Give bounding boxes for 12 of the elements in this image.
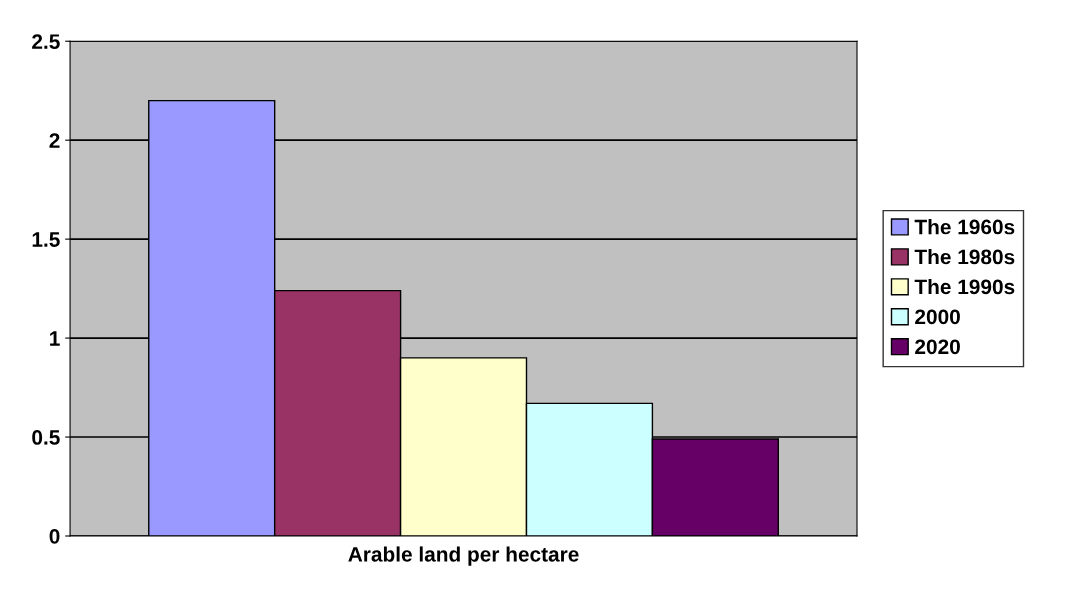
y-tick-label: 2 (49, 133, 60, 148)
legend-label: 2000 (915, 309, 960, 325)
legend-label: The 1990s (914, 278, 1015, 295)
x-axis-title: Arable land per hectare (348, 546, 579, 566)
y-tick-label: 1 (50, 331, 60, 346)
legend-label: The 1980s (914, 249, 1015, 265)
legend-label: 2020 (915, 339, 960, 355)
y-tick-label: 2.5 (32, 34, 60, 49)
y-tick-label: 0.5 (32, 430, 60, 445)
y-tick-label: 1.5 (32, 232, 60, 247)
legend-label: The 1960s (914, 219, 1015, 235)
y-tick-label: 0 (49, 528, 60, 544)
